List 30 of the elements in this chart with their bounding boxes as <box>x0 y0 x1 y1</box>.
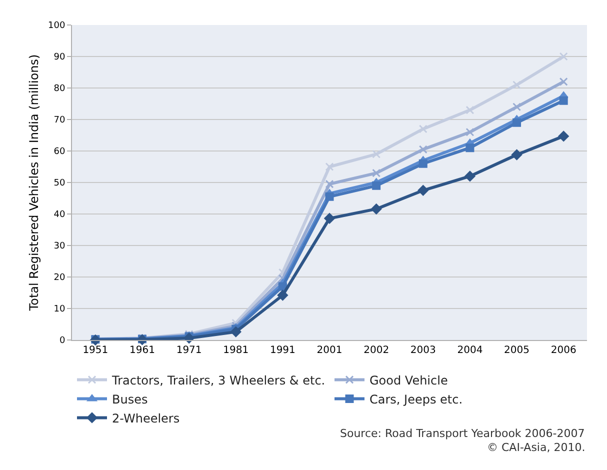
y-tick-label: 80 <box>54 84 66 94</box>
x-tick-label: 2003 <box>410 345 436 356</box>
y-axis-title: Total Registered Vehicles in India (millions) <box>27 54 41 312</box>
y-tick-label: 30 <box>54 242 66 252</box>
x-tick-label: 1961 <box>130 345 155 356</box>
x-tick-label: 1981 <box>223 345 249 356</box>
legend-label: Buses <box>112 392 148 406</box>
x-tick-label: 2005 <box>504 345 530 356</box>
text: © CAI-Asia, 2010. <box>487 441 586 454</box>
source-note: Source: Road Transport Yearbook 2006-2007 <box>340 427 585 440</box>
y-tick-label: 10 <box>54 304 66 315</box>
legend-label: Cars, Jeeps etc. <box>370 392 463 406</box>
y-tick-label: 50 <box>54 178 66 189</box>
legend-label: Tractors, Trailers, 3 Wheelers & etc. <box>111 373 326 388</box>
y-tick-label: 0 <box>59 336 66 346</box>
y-tick-label: 70 <box>54 116 66 126</box>
y-tick-label: 100 <box>48 21 66 32</box>
x-tick-label: 2006 <box>550 345 576 356</box>
y-tick-label: 40 <box>54 210 66 220</box>
x-tick-label: 1971 <box>176 345 202 356</box>
x-tick-label: 1991 <box>270 345 296 356</box>
x-tick-label: 2001 <box>316 345 342 356</box>
legend-label: 2-Wheelers <box>112 411 180 426</box>
x-tick-label: 2002 <box>364 345 390 356</box>
x-tick-label: 1951 <box>82 345 108 356</box>
x-tick-label: 2004 <box>457 345 483 356</box>
y-tick-label: 60 <box>54 147 66 158</box>
legend-label: Good Vehicle <box>370 373 448 388</box>
y-tick-label: 90 <box>54 52 66 63</box>
y-tick-label: 20 <box>54 273 66 284</box>
